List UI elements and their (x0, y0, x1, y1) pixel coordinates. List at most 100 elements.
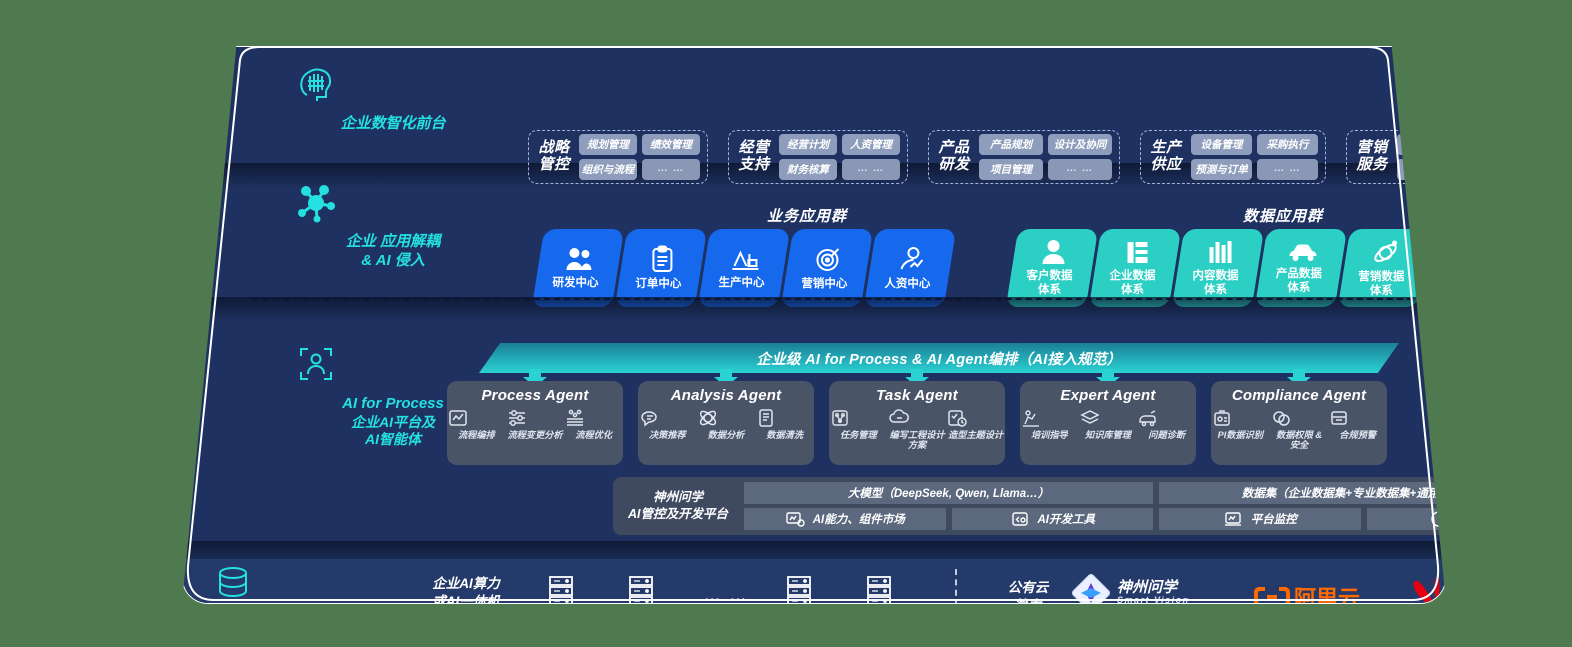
capability-chip[interactable]: 绩效管理 (642, 134, 700, 155)
capability-chip-more[interactable]: … … (1048, 159, 1112, 180)
ai-platform-strip: 神州问学 AI管控及开发平台 大模型（DeepSeek, Qwen, Llama… (613, 477, 1445, 535)
capability-chip[interactable]: 经营计划 (779, 134, 837, 155)
agent-capability[interactable]: 流程优化 (564, 408, 623, 440)
document-clean-icon (755, 408, 814, 428)
capability-chip[interactable]: 设备管理 (1191, 134, 1252, 155)
capability-chip-more[interactable]: … … (1257, 159, 1318, 180)
agent-card-expert[interactable]: Expert Agent 培训指导 知识库管理 问题诊断 (1020, 381, 1196, 465)
logo-smartvision-sub: Smart Vision (1117, 595, 1190, 604)
capability-chip[interactable]: 市场营销 (1397, 134, 1445, 155)
agent-capability[interactable]: 合规预警 (1328, 408, 1387, 450)
agent-capability-label: 任务管理 (839, 430, 877, 440)
capability-group-2[interactable]: 产品 研发 产品规划 设计及协同 项目管理 … … (928, 130, 1120, 184)
capability-chip[interactable]: 规划管理 (579, 134, 637, 155)
ai-orchestration-banner-label: 企业级 AI for Process & AI Agent编排（AI接入规范） (756, 351, 1122, 368)
infra-node-2[interactable]: AI一体机 (761, 574, 837, 603)
app-card-hr[interactable]: 人资中心 (863, 229, 957, 307)
rail-app-decoupling-label-1: 企业 应用解耦 (345, 233, 441, 250)
platform-item-billing[interactable]: 计费/计量 (1366, 508, 1445, 530)
capability-chip[interactable]: 整车物流 (1397, 159, 1445, 180)
agent-card-compliance[interactable]: Compliance Agent PI数据识别 数据权限 & 安全 合规预警 (1211, 381, 1387, 465)
infra-node-3[interactable]: AI一体机 (841, 574, 917, 603)
agent-card-task[interactable]: Task Agent 任务管理 编写工程设计方案 造型主题设计 (829, 381, 1005, 465)
agent-capability[interactable]: 造型主题设计 (946, 408, 1005, 450)
agent-capability[interactable]: 流程编排 (447, 408, 506, 440)
capability-group-4[interactable]: 营销 服务 市场营销 客户关系 整车物流 … … (1346, 130, 1445, 184)
huawei-logo (1411, 575, 1445, 603)
logo-smartvision-name: 神州问学 (1117, 579, 1178, 597)
agent-capability-label: 流程优化 (575, 430, 613, 440)
server-icon (787, 576, 811, 603)
data-card-label: 产品数据 体系 (1275, 267, 1322, 294)
speech-decision-icon (638, 408, 697, 428)
agent-card-analysis[interactable]: Analysis Agent 决策推荐 数据分析 数据清洗 (638, 381, 814, 465)
app-card-label: 生产中心 (718, 276, 765, 289)
agent-capability[interactable]: 数据清洗 (755, 408, 814, 440)
agent-capability[interactable]: 知识库管理 (1079, 408, 1138, 440)
app-card-production[interactable]: 生产中心 (697, 229, 791, 307)
data-card-customer[interactable]: 客户数据 体系 (1005, 229, 1099, 307)
platform-item-dev-tools[interactable]: AI开发工具 (951, 508, 1153, 530)
capability-group-3[interactable]: 生产 供应 设备管理 采购执行 预测与订单 … … (1140, 130, 1326, 184)
platform-data-header: 数据集（企业数据集+专业数据集+通用知识…） (1159, 482, 1445, 504)
agent-capability[interactable]: 任务管理 (829, 408, 888, 450)
platform-item-monitoring[interactable]: 平台监控 (1159, 508, 1361, 530)
compute-divider (955, 569, 957, 603)
agent-capability[interactable]: PI数据识别 (1211, 408, 1270, 450)
capability-chip[interactable]: 人资管理 (842, 134, 900, 155)
person-chart-icon (896, 245, 926, 273)
agent-title: Expert Agent (1060, 387, 1156, 404)
capability-chip[interactable]: 设计及协同 (1048, 134, 1112, 155)
aliyun-logo (1253, 585, 1291, 603)
optimize-icon (564, 408, 623, 428)
agent-capability[interactable]: 数据分析 (697, 408, 756, 440)
monitor-icon (1223, 510, 1243, 528)
agent-capability-label: 培训指导 (1030, 430, 1068, 440)
capability-chip[interactable]: 组织与流程 (579, 159, 637, 180)
capability-group-1[interactable]: 经营 支持 经营计划 人资管理 财务核算 … … (728, 130, 908, 184)
data-card-marketing[interactable]: 营销数据 体系 (1337, 229, 1431, 307)
capability-chip-more[interactable]: … … (842, 159, 900, 180)
app-card-label: 订单中心 (635, 277, 682, 290)
capability-chip[interactable]: 预测与订单 (1191, 159, 1252, 180)
app-card-marketing[interactable]: 营销中心 (780, 229, 874, 307)
brain-head-icon (293, 61, 493, 107)
agent-capability-label: 问题诊断 (1148, 430, 1186, 440)
agent-capability[interactable]: 培训指导 (1020, 408, 1079, 440)
capability-chip-more[interactable]: … … (642, 159, 700, 180)
capability-group-0[interactable]: 战略 管控 规划管理 绩效管理 组织与流程 … … (528, 130, 708, 184)
checklist-clock-icon (946, 408, 1005, 428)
agent-title: Analysis Agent (670, 387, 782, 404)
data-card-product[interactable]: 产品数据 体系 (1254, 229, 1348, 307)
data-card-label: 内容数据 体系 (1192, 269, 1239, 296)
agent-capability[interactable]: 决策推荐 (638, 408, 697, 440)
agent-capability-label: 合规预警 (1339, 430, 1377, 440)
app-card-order[interactable]: 订单中心 (614, 229, 708, 307)
platform-item-ai-marketplace[interactable]: AI能力、组件市场 (744, 508, 946, 530)
capability-chip[interactable]: 项目管理 (979, 159, 1043, 180)
data-card-content[interactable]: 内容数据 体系 (1171, 229, 1265, 307)
agent-capability-label: 编写工程设计方案 (889, 430, 945, 451)
app-card-rd[interactable]: 研发中心 (531, 229, 625, 307)
agent-capability-label: 数据分析 (707, 430, 745, 440)
agent-capability[interactable]: 流程变更分析 (506, 408, 565, 440)
infra-node-1[interactable]: 数据中心 (603, 574, 679, 603)
molecule-icon (293, 179, 493, 225)
factory-icon (730, 246, 760, 272)
capability-chip[interactable]: 产品规划 (979, 134, 1043, 155)
agent-capability[interactable]: 编写工程设计方案 (888, 408, 947, 450)
infra-node-0[interactable]: 数据中心 (523, 574, 599, 603)
capability-chip[interactable]: 财务核算 (779, 159, 837, 180)
agent-capability[interactable]: 数据权限 & 安全 (1270, 408, 1329, 450)
rail-app-decoupling: 企业 应用解耦 & AI 侵入 (293, 179, 493, 271)
data-card-enterprise[interactable]: 企业数据 体系 (1088, 229, 1182, 307)
agent-card-process[interactable]: Process Agent 流程编排 流程变更分析 流程优化 (447, 381, 623, 465)
capability-chip[interactable]: 采购执行 (1257, 134, 1318, 155)
agent-capability-label: 数据清洗 (766, 430, 804, 440)
agent-capability[interactable]: 问题诊断 (1137, 408, 1196, 440)
database-icon (213, 565, 413, 603)
data-card-label: 客户数据 体系 (1026, 269, 1073, 296)
gauge-icon (1429, 510, 1445, 528)
rail-app-decoupling-label-2: & AI 侵入 (361, 251, 425, 269)
enterprise-compute-label: 企业AI算力 或AI一体机 (432, 576, 500, 604)
